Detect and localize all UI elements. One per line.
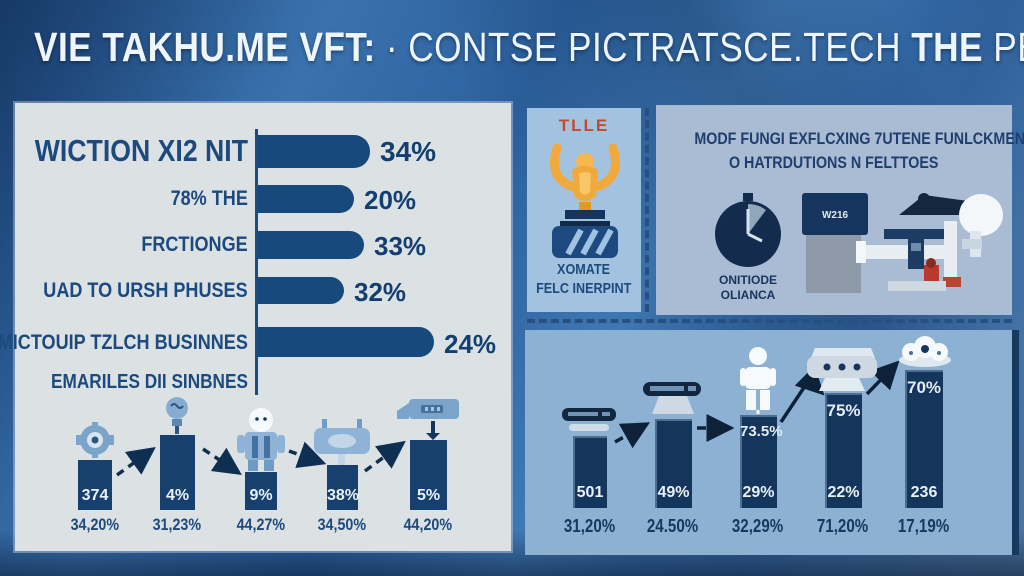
mini-bar: 9% (245, 472, 277, 510)
bar-row-value: 32% (354, 277, 407, 307)
mini-bar-pct: 44,27% (236, 515, 286, 534)
mini-bar: 38% (327, 465, 360, 510)
trophy-caption-line2: FELC INERPINT (536, 280, 632, 297)
trophy-caption: XOMATE FELC INERPINT (527, 260, 641, 298)
mini-chart-arrows (115, 440, 406, 477)
dashed-divider-horizontal (527, 319, 1012, 323)
truck-icon (397, 399, 459, 440)
mini-bar-value: 4% (165, 487, 190, 504)
bar-row-value: 20% (364, 185, 417, 215)
features-heading: MODF FUNGI EXFLCXING 7UTENE FUNLCKMENT O… (662, 127, 1024, 175)
bar-row-value: 33% (374, 231, 427, 261)
trophy-caption-line1: XOMATE (557, 261, 611, 278)
growth-bar-pct: 24.50% (647, 516, 699, 536)
trophy-panel: TLLE XOMATE FELC INERPINT (527, 108, 641, 312)
growth-bar: 501 (573, 436, 607, 508)
mini-bar-pct: 44,20% (403, 515, 453, 534)
person-icon (740, 347, 776, 414)
features-panel: MODF FUNGI EXFLCXING 7UTENE FUNLCKMENT O… (656, 105, 1024, 315)
clock-caption-line1: ONITIODE (718, 273, 777, 287)
monitor-label: W216 (822, 210, 849, 221)
growth-bar-pct: 32,29% (732, 516, 784, 536)
growth-bar-value: 49% (657, 484, 690, 501)
title-bold-1: VIE TAKHU.ME VFT: (34, 24, 376, 70)
growth-bar: 70% 236 (905, 370, 943, 508)
title-bold-2: THE (911, 24, 984, 70)
growth-bar-top-label: 75% (826, 401, 861, 420)
bar-row-label: FRCTIONGE (141, 233, 248, 256)
growth-bar-value: 22% (827, 484, 860, 501)
clock-caption-line2: OLIANCA (720, 288, 776, 302)
press-machine-icon (807, 348, 877, 391)
trophy-icon (550, 143, 620, 258)
growth-bar-value: 236 (910, 484, 938, 501)
growth-bar-top-label: 73.5% (740, 423, 783, 440)
growth-bar-value: 501 (576, 484, 604, 501)
left-stats-panel: WICTION XI2 NIT 34% 78% THE 20% FRCTIONG… (0, 103, 511, 551)
mini-bar-value: 374 (81, 487, 109, 504)
machine-icon (314, 419, 370, 467)
title-light-2: PEFS (993, 24, 1024, 70)
bar-row-bar (258, 277, 344, 304)
mini-bar-value: 38% (327, 487, 360, 504)
growth-bar-pct: 17,19% (898, 516, 950, 536)
bar-row-label: UAD TO URSH PHUSES (43, 279, 248, 302)
mini-bar: 374 (78, 460, 112, 510)
clock-icon (715, 193, 781, 267)
bar-row-label: EMARILES DII SINBNES (51, 371, 248, 393)
idea-cloud-icon (899, 336, 951, 367)
growth-bar-pct: 71,20% (817, 516, 869, 536)
console-icon (562, 408, 616, 431)
bar-row-value: 24% (444, 329, 497, 359)
bar-axis-line (255, 129, 258, 395)
mini-bar: 5% (410, 440, 447, 510)
page-title: VIE TAKHU.ME VFT: · CONTSE PICTRATSCE.TE… (34, 24, 1024, 71)
robot-icon (237, 408, 285, 471)
growth-arrows (614, 360, 900, 449)
features-heading-line2: O HATRDUTIONS N FELTTOES (729, 153, 939, 172)
mini-bar-pct: 34,50% (317, 515, 367, 534)
bar-row-value: 34% (380, 136, 437, 167)
growth-bar: 73.5% 29% (740, 415, 783, 508)
bar-row-bar (258, 185, 354, 213)
dashed-divider-vertical (645, 108, 649, 312)
title-light-1: · CONTSE PICTRATSCE.TECH (385, 24, 901, 70)
factory-machine-icon: W216 (802, 193, 1003, 293)
trophy-badge-label: TLLE (558, 116, 610, 135)
growth-chart-panel: 501 49% 73.5% 29% 75% 22% 70% 236 31,20%… (525, 330, 1019, 555)
growth-bar-value: 29% (742, 484, 775, 501)
mini-bar-value: 9% (249, 487, 273, 504)
growth-bar-top-label: 70% (906, 378, 942, 397)
bar-row-bar (258, 135, 370, 168)
growth-bar-pct: 31,20% (564, 516, 616, 536)
growth-bar: 49% (655, 419, 692, 508)
mini-bar: 4% (160, 435, 195, 510)
bar-row-label: MICTOUIP TZLCH BUSINNES (0, 331, 248, 354)
growth-bar: 75% 22% (825, 393, 862, 508)
features-heading-line1: MODF FUNGI EXFLCXING 7UTENE FUNLCKMENT (694, 129, 1024, 148)
lightbulb-icon (166, 397, 188, 434)
clock-caption: ONITIODE OLIANCA (686, 273, 810, 303)
mini-bar-pct: 34,20% (70, 515, 120, 534)
mini-bar-value: 5% (416, 487, 441, 504)
bar-row-bar (258, 327, 434, 357)
bar-row-label: 78% THE (170, 187, 248, 210)
gear-badge-icon (76, 422, 114, 458)
bar-row-bar (258, 231, 364, 259)
bar-row-label: WICTION XI2 NIT (34, 133, 248, 168)
mini-bar-pct: 31,23% (152, 515, 202, 534)
scanner-icon (643, 382, 701, 414)
